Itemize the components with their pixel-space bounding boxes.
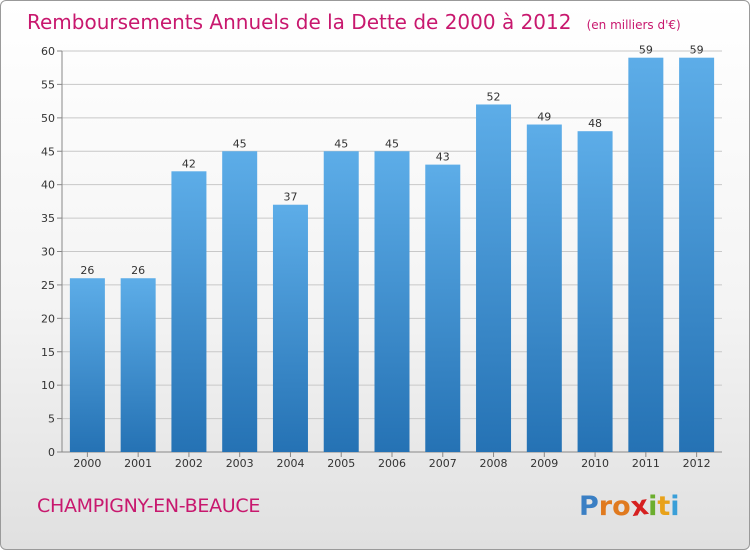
x-tick-label-2001: 2001	[124, 457, 152, 470]
y-tick-label: 20	[41, 312, 55, 325]
value-label-2001: 26	[131, 264, 145, 277]
bars	[69, 57, 715, 453]
y-tick-label: 35	[41, 212, 55, 225]
value-label-2003: 45	[233, 137, 247, 150]
y-tick-label: 50	[41, 112, 55, 125]
y-tick-label: 15	[41, 346, 55, 359]
logo-letter: i	[648, 491, 658, 522]
logo-letter: x	[628, 489, 651, 524]
y-tick-label: 40	[41, 179, 55, 192]
x-tick-label-2006: 2006	[378, 457, 406, 470]
bar-2001	[120, 278, 156, 452]
bar-2011	[628, 57, 664, 452]
chart-title: Remboursements Annuels de la Dette de 20…	[27, 10, 681, 34]
bar-2004	[272, 204, 308, 452]
y-tick-label: 30	[41, 246, 55, 259]
x-tick-label-2007: 2007	[429, 457, 457, 470]
value-label-2000: 26	[80, 264, 94, 277]
value-label-2012: 59	[690, 44, 704, 57]
y-tick-label: 10	[41, 379, 55, 392]
x-tick-label-2010: 2010	[581, 457, 609, 470]
x-tick-label-2008: 2008	[480, 457, 508, 470]
y-tick-label: 45	[41, 145, 55, 158]
x-tick-label-2003: 2003	[226, 457, 254, 470]
bar-2000	[69, 278, 105, 452]
x-tick-label-2002: 2002	[175, 457, 203, 470]
bar-2008	[476, 104, 512, 452]
x-tick-label-2000: 2000	[73, 457, 101, 470]
y-tick-label: 55	[41, 78, 55, 91]
x-tick-label-2011: 2011	[632, 457, 660, 470]
x-tick-label-2009: 2009	[530, 457, 558, 470]
proxiti-logo: Proxiti	[579, 489, 680, 524]
logo-letter: t	[657, 491, 671, 522]
value-label-2009: 49	[537, 111, 551, 124]
logo-letter: r	[598, 491, 613, 522]
value-label-2011: 59	[639, 44, 653, 57]
x-tick-label-2012: 2012	[683, 457, 711, 470]
x-tick-label-2004: 2004	[276, 457, 304, 470]
x-tick-label-2005: 2005	[327, 457, 355, 470]
value-label-2010: 48	[588, 117, 602, 130]
bar-2002	[171, 171, 207, 453]
y-tick-label: 60	[41, 45, 55, 58]
bar-2010	[577, 131, 613, 452]
value-label-2005: 45	[334, 137, 348, 150]
y-tick-label: 0	[48, 446, 55, 459]
value-label-2006: 45	[385, 137, 399, 150]
value-label-2007: 43	[436, 151, 450, 164]
bar-2012	[679, 57, 715, 452]
bar-2003	[222, 151, 258, 452]
logo-letter: i	[670, 491, 680, 522]
logo-letter: o	[612, 491, 631, 522]
value-label-2004: 37	[283, 191, 297, 204]
bar-2005	[323, 151, 359, 452]
bar-2006	[374, 151, 410, 452]
logo-letter: P	[579, 491, 599, 522]
y-tick-label: 5	[48, 413, 55, 426]
bar-2007	[425, 164, 461, 452]
commune-name: CHAMPIGNY-EN-BEAUCE	[37, 495, 261, 517]
bar-2009	[526, 124, 562, 453]
y-tick-label: 25	[41, 279, 55, 292]
value-label-2002: 42	[182, 157, 196, 170]
value-label-2008: 52	[487, 90, 501, 103]
labels: 0 5 10 15 20 25 30 35 40 45 50 55 60 26 2000 26 2001 42 20…	[41, 44, 711, 470]
